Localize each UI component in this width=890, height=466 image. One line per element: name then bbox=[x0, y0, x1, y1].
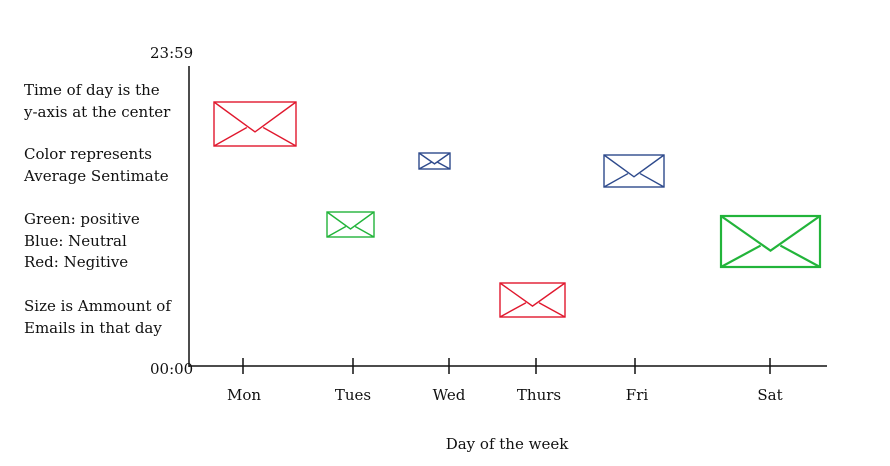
x-axis-title: Day of the week bbox=[445, 435, 569, 453]
legend-text: Green: positive bbox=[24, 210, 140, 228]
envelope-icon bbox=[719, 214, 822, 269]
x-tick-label: Fri bbox=[625, 386, 649, 404]
x-tick-label: Thurs bbox=[516, 386, 562, 404]
legend-text: Blue: Neutral bbox=[24, 231, 127, 250]
legend-text: Emails in that day bbox=[24, 318, 162, 337]
legend-time-of-day: Time of day is the y-axis at the center bbox=[24, 80, 170, 123]
legend-text: Time of day is the bbox=[24, 81, 160, 99]
legend-text: Red: Negitive bbox=[24, 253, 129, 271]
legend-text: Size is Ammount of bbox=[24, 297, 171, 315]
envelope-icon bbox=[418, 152, 451, 170]
y-axis-bottom-label: 00:00 bbox=[150, 360, 194, 378]
legend-text: Color represents bbox=[24, 145, 152, 163]
legend-text: y-axis at the center bbox=[24, 102, 171, 121]
legend-sentiment-key: Green: positive Blue: Neutral Red: Negit… bbox=[24, 209, 140, 274]
envelope-icon bbox=[499, 282, 566, 318]
envelope-icon bbox=[603, 154, 665, 188]
legend-color: Color represents Average Sentimate bbox=[24, 144, 169, 187]
envelope-icon bbox=[213, 101, 297, 147]
legend-size: Size is Ammount of Emails in that day bbox=[24, 296, 171, 339]
legend-text: Average Sentimate bbox=[24, 166, 169, 185]
x-tick-label: Sat bbox=[757, 386, 783, 404]
x-tick-label: Tues bbox=[334, 386, 372, 404]
x-tick-label: Wed bbox=[432, 386, 466, 404]
y-axis-top-label: 23:59 bbox=[150, 44, 194, 62]
x-tick-label: Mon bbox=[226, 386, 262, 404]
envelope-icon bbox=[326, 211, 375, 238]
